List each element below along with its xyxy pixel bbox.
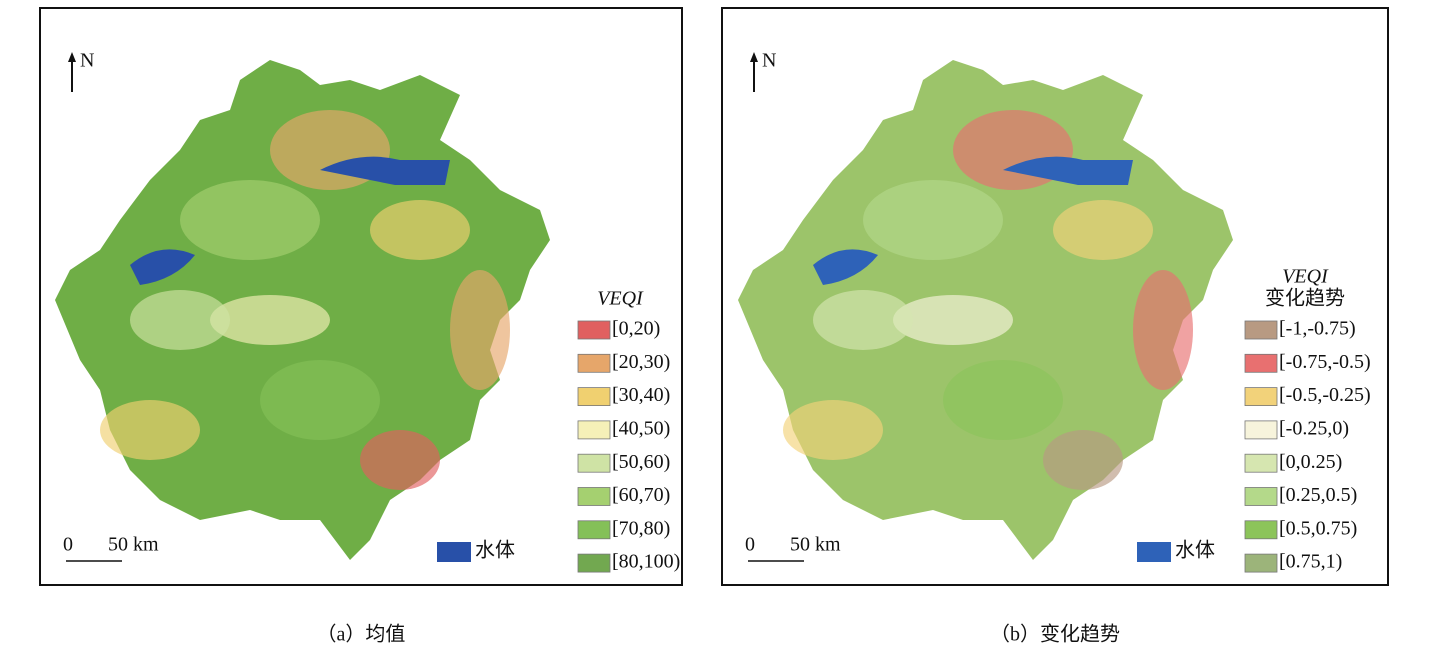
legend-title: VEQI (1282, 266, 1329, 288)
legend-title: 变化趋势 (1265, 287, 1345, 310)
map-patch (130, 290, 230, 350)
panel-frame (39, 7, 683, 586)
legend-swatch (577, 353, 611, 373)
scale-end: 50 km (790, 534, 841, 556)
water-swatch (437, 542, 471, 562)
north-arrow-head (750, 52, 758, 62)
legend-swatch (1244, 453, 1278, 473)
legend-label: [-0.25,0) (1279, 417, 1349, 439)
north-label: N (80, 50, 94, 72)
map-patch (943, 360, 1063, 440)
map-patch (1133, 270, 1193, 390)
legend-swatch (1244, 420, 1278, 440)
map-patch (813, 290, 913, 350)
scale-end: 50 km (108, 534, 159, 556)
legend-label: [80,100) (612, 551, 680, 573)
north-arrow-head (68, 52, 76, 62)
scale-start: 0 (63, 534, 73, 556)
legend-label: [0,20) (612, 318, 660, 340)
legend-label: [20,30) (612, 351, 670, 373)
north-label: N (762, 50, 776, 72)
panel-frame (721, 7, 1389, 586)
map-patch (863, 180, 1003, 260)
legend-swatch (1244, 353, 1278, 373)
legend-label: [0.25,0.5) (1279, 484, 1357, 506)
legend-label: [-0.75,-0.5) (1279, 351, 1371, 373)
legend-swatch (577, 320, 611, 340)
legend-label: [-0.5,-0.25) (1279, 384, 1371, 406)
map-patch (1053, 200, 1153, 260)
legend-swatch (1244, 487, 1278, 506)
map (738, 60, 1233, 560)
map-water (813, 249, 878, 285)
water-swatch (1137, 542, 1171, 562)
map-patch (783, 400, 883, 460)
map-patch (893, 295, 1013, 345)
legend-swatch (577, 453, 611, 473)
caption: （b）变化趋势 (990, 623, 1120, 646)
legend-label: [0.75,1) (1279, 551, 1342, 573)
legend-label: [0,0.25) (1279, 451, 1342, 473)
map-water (130, 249, 195, 285)
map-patch (100, 400, 200, 460)
legend-swatch (577, 420, 611, 440)
map-patch (1043, 430, 1123, 490)
caption: （a）均值 (317, 623, 406, 646)
scale-start: 0 (745, 534, 755, 556)
legend-label: [30,40) (612, 384, 670, 406)
legend-swatch (577, 387, 611, 407)
legend-swatch (1244, 520, 1278, 540)
panel: N 0 50 km VEQI [0,20) [20,30) [30,40) [40,50) [5… (39, 7, 683, 646)
legend-label: [60,70) (612, 484, 670, 506)
map-patch (260, 360, 380, 440)
map-water (320, 156, 450, 185)
legend-swatch (577, 487, 611, 506)
map-patch (180, 180, 320, 260)
map-patch (210, 295, 330, 345)
map-patch (370, 200, 470, 260)
map (55, 60, 550, 560)
legend-swatch (1244, 320, 1278, 340)
legend-label: [-1,-0.75) (1279, 318, 1356, 340)
legend-title: VEQI (597, 288, 644, 310)
map-patch (450, 270, 510, 390)
water-label: 水体 (475, 539, 515, 562)
legend-label: [50,60) (612, 451, 670, 473)
legend-swatch (1244, 553, 1278, 573)
legend-swatch (1244, 387, 1278, 407)
map-patch (360, 430, 440, 490)
water-label: 水体 (1175, 539, 1215, 562)
legend-label: [0.5,0.75) (1279, 517, 1357, 539)
legend-swatch (577, 520, 611, 540)
map-water (1003, 156, 1133, 185)
legend-label: [70,80) (612, 517, 670, 539)
legend-label: [40,50) (612, 417, 670, 439)
legend-swatch (577, 553, 611, 573)
